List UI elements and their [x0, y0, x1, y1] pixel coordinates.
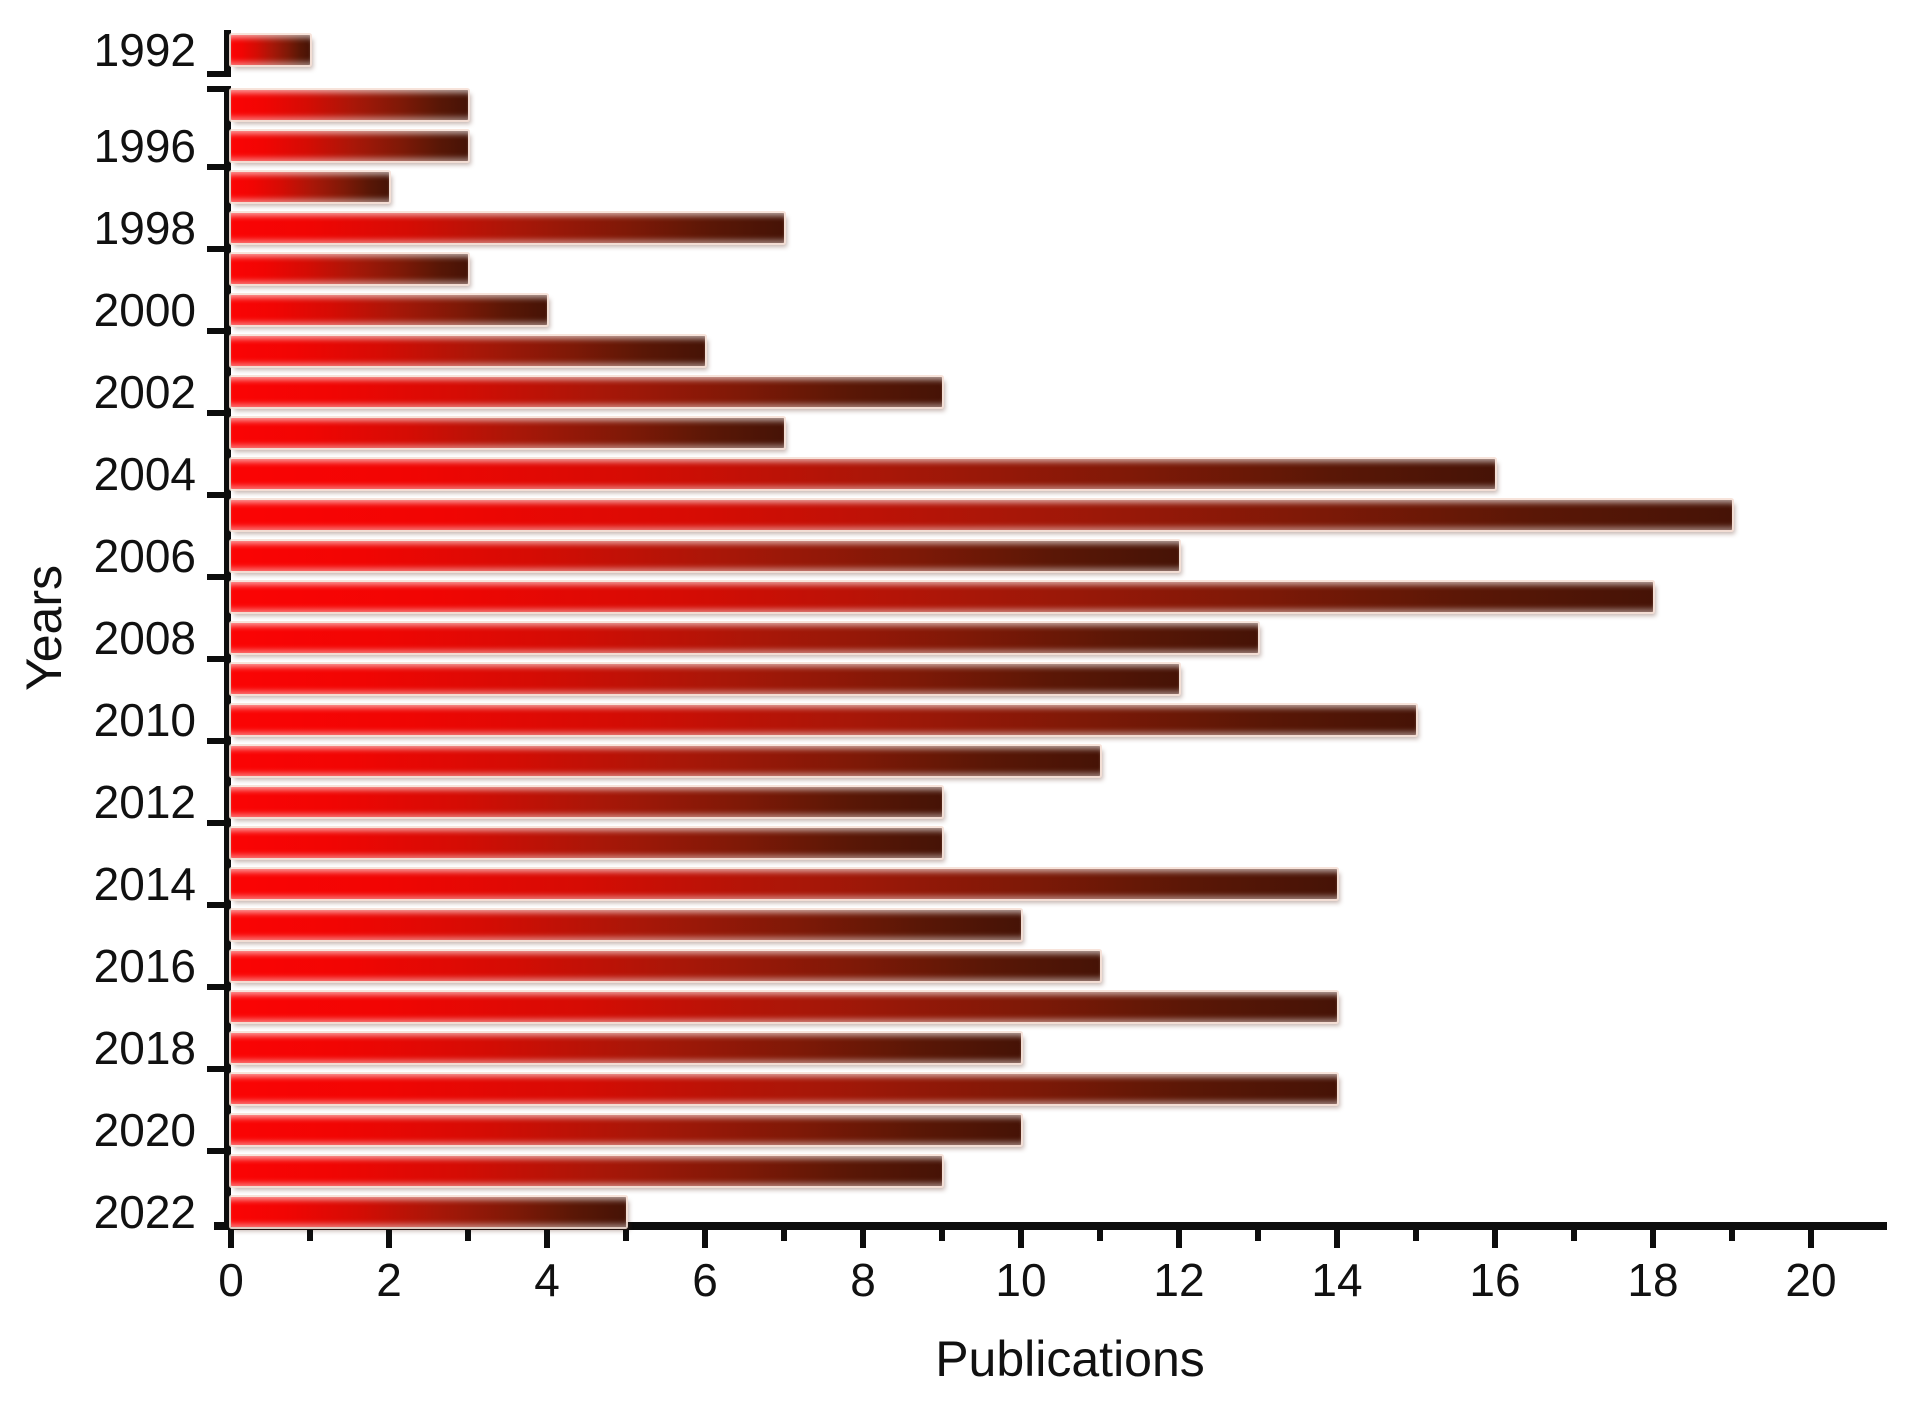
- y-axis-tick: [207, 245, 231, 252]
- x-axis-minor-tick: [781, 1230, 787, 1241]
- y-axis-tick: [207, 327, 231, 334]
- bar-2002: [231, 377, 942, 407]
- y-axis-label-2004: 2004: [93, 448, 196, 500]
- bar-2010: [231, 705, 1416, 735]
- bar-2007: [231, 582, 1653, 612]
- x-axis-tick-label-14: 14: [1311, 1254, 1363, 1306]
- x-axis-minor-tick: [307, 1230, 313, 1241]
- x-axis-minor-tick: [1413, 1230, 1419, 1241]
- y-axis-label-1992: 1992: [93, 24, 196, 76]
- y-axis-label-2020: 2020: [93, 1104, 196, 1156]
- y-axis-tick: [207, 409, 231, 416]
- bar-2001: [231, 336, 705, 366]
- bar-1996: [231, 131, 468, 161]
- bar-2014: [231, 869, 1337, 899]
- bar-2019: [231, 1074, 1337, 1104]
- bar-2021: [231, 1156, 942, 1186]
- y-axis-label-2022: 2022: [93, 1186, 196, 1238]
- x-axis-minor-tick: [1255, 1230, 1261, 1241]
- y-axis-tick: [207, 901, 231, 908]
- bar-1995: [231, 90, 468, 120]
- bar-2017: [231, 992, 1337, 1022]
- y-axis-label-1996: 1996: [93, 120, 196, 172]
- x-axis-tick-label-8: 8: [850, 1254, 876, 1306]
- x-axis-minor-tick: [1729, 1230, 1735, 1241]
- y-axis-tick: [207, 1147, 231, 1154]
- x-axis-tick-label-0: 0: [218, 1254, 244, 1306]
- x-axis-major-tick: [1808, 1230, 1814, 1248]
- x-axis-tick-label-12: 12: [1153, 1254, 1205, 1306]
- x-axis-tick-label-6: 6: [692, 1254, 718, 1306]
- bar-2008: [231, 623, 1258, 653]
- y-axis-tick: [207, 819, 231, 826]
- y-axis-label-2008: 2008: [93, 612, 196, 664]
- x-axis-tick-label-18: 18: [1627, 1254, 1679, 1306]
- x-axis-tick-label-2: 2: [376, 1254, 402, 1306]
- x-axis-major-tick: [1176, 1230, 1182, 1248]
- x-axis-line: [214, 1222, 1887, 1230]
- x-axis-major-tick: [1334, 1230, 1340, 1248]
- y-axis-break-tick-upper: [207, 71, 231, 77]
- x-axis-minor-tick: [623, 1230, 629, 1241]
- bar-2005: [231, 500, 1732, 530]
- bar-2018: [231, 1033, 1021, 1063]
- x-axis-major-tick: [1650, 1230, 1656, 1248]
- y-axis-label-1998: 1998: [93, 202, 196, 254]
- x-axis-major-tick: [386, 1230, 392, 1248]
- x-axis-minor-tick: [465, 1230, 471, 1241]
- y-axis-label-2002: 2002: [93, 366, 196, 418]
- x-axis-tick-label-4: 4: [534, 1254, 560, 1306]
- x-axis-tick-label-20: 20: [1785, 1254, 1837, 1306]
- x-axis-tick-label-16: 16: [1469, 1254, 1521, 1306]
- y-axis-label-2010: 2010: [93, 694, 196, 746]
- x-axis-major-tick: [544, 1230, 550, 1248]
- y-axis-break-tick-lower: [207, 86, 231, 92]
- bar-1999: [231, 254, 468, 284]
- y-axis-tick: [207, 983, 231, 990]
- x-axis-minor-tick: [1097, 1230, 1103, 1241]
- bar-1997: [231, 172, 389, 202]
- bar-2006: [231, 541, 1179, 571]
- bar-2004: [231, 459, 1495, 489]
- y-axis-label-2006: 2006: [93, 530, 196, 582]
- y-axis-line-upper: [224, 30, 231, 77]
- bar-2012: [231, 787, 942, 817]
- y-axis-label-2012: 2012: [93, 776, 196, 828]
- y-axis-tick: [207, 573, 231, 580]
- bar-2022: [231, 1197, 626, 1227]
- y-axis-tick: [207, 737, 231, 744]
- x-axis-tick-label-10: 10: [995, 1254, 1047, 1306]
- x-axis-title: Publications: [935, 1331, 1205, 1387]
- bar-2011: [231, 746, 1100, 776]
- y-axis-tick: [207, 491, 231, 498]
- y-axis-label-2014: 2014: [93, 858, 196, 910]
- bar-2020: [231, 1115, 1021, 1145]
- bar-2013: [231, 828, 942, 858]
- x-axis-major-tick: [860, 1230, 866, 1248]
- y-axis-tick: [207, 1065, 231, 1072]
- x-axis-major-tick: [228, 1230, 234, 1248]
- x-axis-major-tick: [1492, 1230, 1498, 1248]
- bar-2003: [231, 418, 784, 448]
- bar-2009: [231, 664, 1179, 694]
- y-axis-tick: [207, 655, 231, 662]
- bar-2015: [231, 910, 1021, 940]
- y-axis-label-2000: 2000: [93, 284, 196, 336]
- bar-1998: [231, 213, 784, 243]
- bar-2016: [231, 951, 1100, 981]
- y-axis-label-2018: 2018: [93, 1022, 196, 1074]
- x-axis-major-tick: [1018, 1230, 1024, 1248]
- x-axis-minor-tick: [1571, 1230, 1577, 1241]
- bar-1992: [231, 35, 310, 65]
- y-axis-label-2016: 2016: [93, 940, 196, 992]
- y-axis-tick: [207, 163, 231, 170]
- bar-2000: [231, 295, 547, 325]
- x-axis-minor-tick: [939, 1230, 945, 1241]
- x-axis-major-tick: [702, 1230, 708, 1248]
